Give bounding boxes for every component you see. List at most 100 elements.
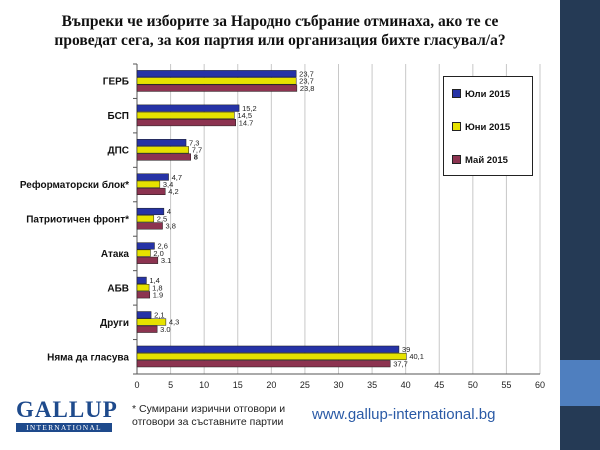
slide-side-bar xyxy=(560,0,600,450)
footnote: * Сумирани изрични отговори и отговори з… xyxy=(132,403,307,429)
bar-may xyxy=(136,291,151,299)
bar-jul xyxy=(136,311,152,319)
bar-jul xyxy=(136,173,169,181)
legend-label-may: Май 2015 xyxy=(465,155,508,166)
category-label: ГЕРБ xyxy=(103,77,129,88)
bar-may xyxy=(136,119,236,127)
legend-item-may: Май 2015 xyxy=(452,155,508,166)
x-tick-label: 55 xyxy=(501,380,511,390)
data-label-jun: 1,8 xyxy=(152,283,162,292)
legend-swatch-may xyxy=(452,155,461,164)
bar-may xyxy=(136,153,191,161)
data-label-jun: 7,7 xyxy=(192,146,202,155)
data-label-jun: 14,5 xyxy=(237,111,252,120)
data-label-may: 23,8 xyxy=(300,84,315,93)
bar-may xyxy=(136,84,298,92)
data-label-jul: 23,7 xyxy=(299,69,314,78)
x-tick-label: 0 xyxy=(134,380,139,390)
data-label-jul: 2,6 xyxy=(157,242,167,251)
chart-title: Въпреки че изборите за Народно събрание … xyxy=(20,12,540,50)
bar-may xyxy=(136,187,166,196)
bar-jun xyxy=(136,111,235,119)
website-url: www.gallup-international.bg xyxy=(312,406,496,423)
x-tick-label: 60 xyxy=(535,380,545,390)
bar-jun xyxy=(136,352,407,361)
data-label-may: 4,2 xyxy=(168,187,178,196)
bar-jun xyxy=(136,318,167,326)
data-label-jul: 39 xyxy=(402,345,410,354)
data-label-jul: 1,4 xyxy=(149,276,159,285)
category-label: АБВ xyxy=(107,283,129,294)
bar-jul xyxy=(136,242,155,250)
data-label-jul: 4,7 xyxy=(172,173,182,182)
data-label-may: 37,7 xyxy=(393,359,408,368)
data-label-jul: 4 xyxy=(167,207,171,216)
bar-may xyxy=(136,325,158,333)
category-label: Няма да гласува xyxy=(47,352,129,363)
bar-may xyxy=(136,222,163,230)
legend-swatch-jun xyxy=(452,122,461,131)
bar-jun xyxy=(136,146,189,154)
legend-swatch-jul xyxy=(452,89,461,98)
x-tick-label: 50 xyxy=(468,380,478,390)
logo-subtitle: INTERNATIONAL xyxy=(16,423,112,432)
data-label-jun: 23,7 xyxy=(299,77,314,86)
legend-label-jun: Юни 2015 xyxy=(465,122,511,133)
data-label-jun: 40,1 xyxy=(409,352,424,361)
data-label-may: 3.0 xyxy=(160,325,170,334)
category-label: Реформаторски блок* xyxy=(20,179,129,191)
data-label-may: 8 xyxy=(194,153,198,162)
footnote-line-1: * Сумирани изрични отговори и xyxy=(132,403,286,415)
bar-jul xyxy=(136,70,297,78)
bar-jul xyxy=(136,139,187,147)
footnote-line-2: отговори за съставните партии xyxy=(132,416,284,428)
data-label-jun: 2,0 xyxy=(153,249,163,258)
bar-jul xyxy=(136,104,240,112)
bar-jun xyxy=(136,77,297,85)
slide-side-accent xyxy=(560,360,600,406)
bar-jul xyxy=(136,345,400,353)
bar-may xyxy=(136,256,159,264)
bar-jun xyxy=(136,284,150,292)
x-tick-label: 40 xyxy=(401,380,411,390)
x-tick-label: 30 xyxy=(333,380,343,390)
data-label-may: 14.7 xyxy=(239,118,254,127)
bar-may xyxy=(136,360,391,368)
x-tick-label: 15 xyxy=(233,380,243,390)
category-label: Други xyxy=(100,318,129,329)
category-label: ДПС xyxy=(107,146,129,157)
legend-label-jul: Юли 2015 xyxy=(465,89,511,100)
x-tick-label: 10 xyxy=(199,380,209,390)
bar-jul xyxy=(136,207,165,216)
data-label-jul: 2,1 xyxy=(154,311,164,320)
chart-title-line-2: проведат сега, за коя партия или организ… xyxy=(54,32,506,49)
data-label-jul: 15,2 xyxy=(242,104,257,113)
legend-item-jul: Юли 2015 xyxy=(452,89,510,100)
x-tick-label: 35 xyxy=(367,380,377,390)
data-label-jun: 3,4 xyxy=(163,180,173,189)
data-label-jul: 7,3 xyxy=(189,138,199,147)
chart-legend: Юли 2015 Юни 2015 Май 2015 xyxy=(443,76,533,176)
category-label: БСП xyxy=(108,111,129,122)
logo-wordmark: GALLUP xyxy=(16,397,118,422)
bar-jun xyxy=(136,249,151,257)
data-label-jun: 4,3 xyxy=(169,318,179,327)
data-label-may: 1.9 xyxy=(153,290,163,299)
data-label-may: 3,8 xyxy=(166,222,176,231)
x-tick-label: 45 xyxy=(434,380,444,390)
bar-jun xyxy=(136,215,155,223)
x-tick-label: 25 xyxy=(300,380,310,390)
x-tick-label: 5 xyxy=(168,380,173,390)
category-label: Патриотичен фронт* xyxy=(26,214,129,226)
x-tick-label: 20 xyxy=(266,380,276,390)
bar-jun xyxy=(136,180,161,188)
chart-title-line-1: Въпреки че изборите за Народно събрание … xyxy=(61,13,499,30)
gallup-logo: GALLUP INTERNATIONAL xyxy=(16,397,118,434)
legend-item-jun: Юни 2015 xyxy=(452,122,510,133)
category-label: Атака xyxy=(101,249,130,260)
bar-jul xyxy=(136,276,147,284)
data-label-jun: 2,5 xyxy=(157,214,167,223)
data-label-may: 3.1 xyxy=(161,256,171,265)
